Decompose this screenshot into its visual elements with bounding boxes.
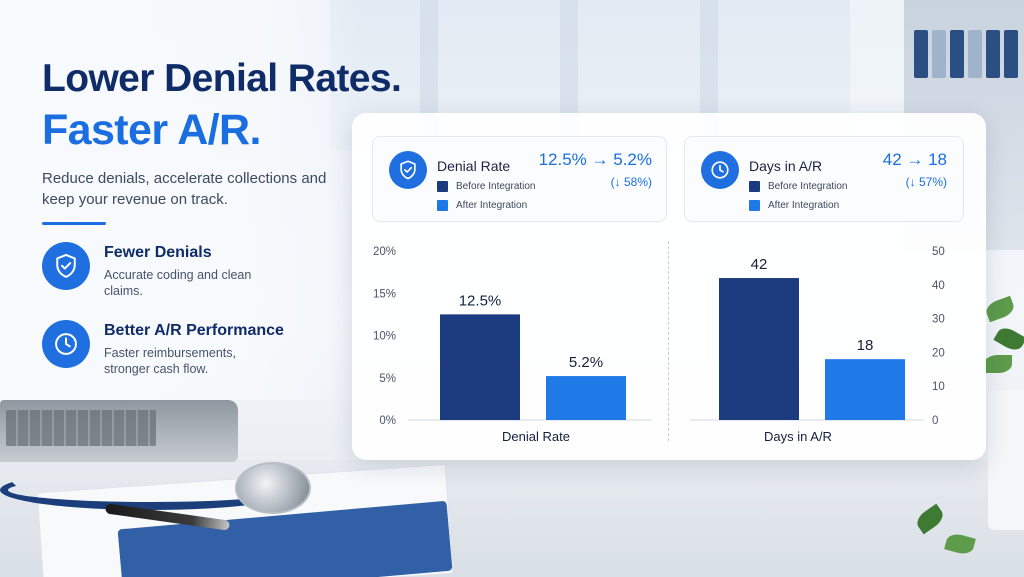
binder: [968, 30, 982, 78]
kpi-denial-rate: Denial Rate 12.5% → 5.2% (↓ 58%) Before …: [372, 136, 667, 222]
x-axis-label: Denial Rate: [502, 429, 570, 444]
clock-icon: [701, 151, 739, 189]
stethoscope-chestpiece: [235, 462, 311, 514]
feature-title: Better A/R Performance: [104, 322, 284, 339]
shield-check-icon: [389, 151, 427, 189]
legend-after: After Integration: [437, 200, 527, 211]
legend-swatch: [437, 200, 448, 211]
legend-swatch: [749, 181, 760, 192]
accent-rule: [42, 222, 106, 225]
legend-label: After Integration: [456, 200, 528, 211]
chart-divider: [668, 241, 669, 441]
feature-better-ar: Better A/R Performance Faster reimbursem…: [42, 320, 322, 376]
y-tick-label: 5%: [379, 373, 396, 385]
plant-pot: [988, 390, 1024, 530]
legend-before: Before Integration: [437, 181, 536, 192]
kpi-change: (↓ 58%): [610, 175, 652, 189]
data-label: 5.2%: [569, 354, 603, 371]
binder: [986, 30, 1000, 78]
window-frame: [560, 0, 578, 150]
y-tick-label: 0%: [379, 415, 396, 427]
clock-icon: [42, 320, 90, 368]
data-label: 42: [751, 256, 768, 273]
feature-title: Fewer Denials: [104, 244, 212, 261]
kpi-label: Denial Rate: [437, 158, 511, 174]
feature-description: Faster reimbursements, stronger cash flo…: [104, 346, 236, 376]
legend-after: After Integration: [749, 200, 839, 211]
kpi-value: 12.5% → 5.2%: [538, 150, 652, 169]
days-in-ar-chart: 0 10 20 30 40 50 42 18 Days in A/R: [670, 234, 986, 454]
kpi-days-in-ar: Days in A/R 42 → 18 (↓ 57%) Before Integ…: [684, 136, 964, 222]
bar-before: [440, 314, 520, 420]
headline-line-1: Lower Denial Rates.: [42, 57, 402, 100]
denial-rate-chart: 0% 5% 10% 15% 20% 12.5% 5.2% Denial Rate: [352, 234, 668, 454]
data-label: 12.5%: [459, 292, 502, 309]
binder: [950, 30, 964, 78]
bar-before: [719, 278, 799, 420]
y-tick-label: 10: [932, 381, 945, 393]
days-in-ar-bar-chart: 0 10 20 30 40 50 42 18 Days in A/R: [690, 246, 945, 444]
y-tick-label: 50: [932, 246, 945, 258]
metrics-card: Denial Rate 12.5% → 5.2% (↓ 58%) Before …: [352, 113, 986, 460]
headline-line-2: Faster A/R.: [42, 106, 261, 154]
plant-leaf: [993, 324, 1024, 354]
legend-swatch: [749, 200, 760, 211]
legend-label: Before Integration: [456, 181, 536, 192]
binder: [1004, 30, 1018, 78]
hero-subtitle: Reduce denials, accelerate collections a…: [42, 170, 327, 208]
y-tick-label: 40: [932, 280, 945, 292]
kpi-label: Days in A/R: [749, 158, 823, 174]
window-frame: [420, 0, 438, 150]
y-tick-label: 20: [932, 347, 945, 359]
plant-leaf: [984, 355, 1012, 373]
bar-after: [546, 376, 626, 420]
kpi-value: 42 → 18: [882, 150, 947, 169]
legend-label: After Integration: [768, 200, 840, 211]
laptop: [0, 400, 238, 462]
data-label: 18: [857, 337, 874, 354]
plant-leaf: [983, 295, 1017, 323]
window-frame: [700, 0, 718, 150]
feature-description: Accurate coding and clean claims.: [104, 268, 252, 298]
hero-section: Lower Denial Rates. Faster A/R. Reduce d…: [42, 57, 402, 225]
binder: [914, 30, 928, 78]
legend-swatch: [437, 181, 448, 192]
legend-before: Before Integration: [749, 181, 848, 192]
y-tick-label: 30: [932, 314, 945, 326]
binder: [932, 30, 946, 78]
shield-check-icon: [42, 242, 90, 290]
x-axis-label: Days in A/R: [764, 429, 832, 444]
bar-after: [825, 359, 905, 420]
feature-fewer-denials: Fewer Denials Accurate coding and clean …: [42, 242, 322, 298]
denial-rate-bar-chart: 0% 5% 10% 15% 20% 12.5% 5.2% Denial Rate: [373, 246, 652, 444]
y-tick-label: 0: [932, 415, 938, 427]
y-tick-label: 10%: [373, 331, 396, 343]
legend-label: Before Integration: [768, 181, 848, 192]
y-tick-label: 20%: [373, 246, 396, 258]
y-tick-label: 15%: [373, 288, 396, 300]
kpi-change: (↓ 57%): [905, 175, 947, 189]
